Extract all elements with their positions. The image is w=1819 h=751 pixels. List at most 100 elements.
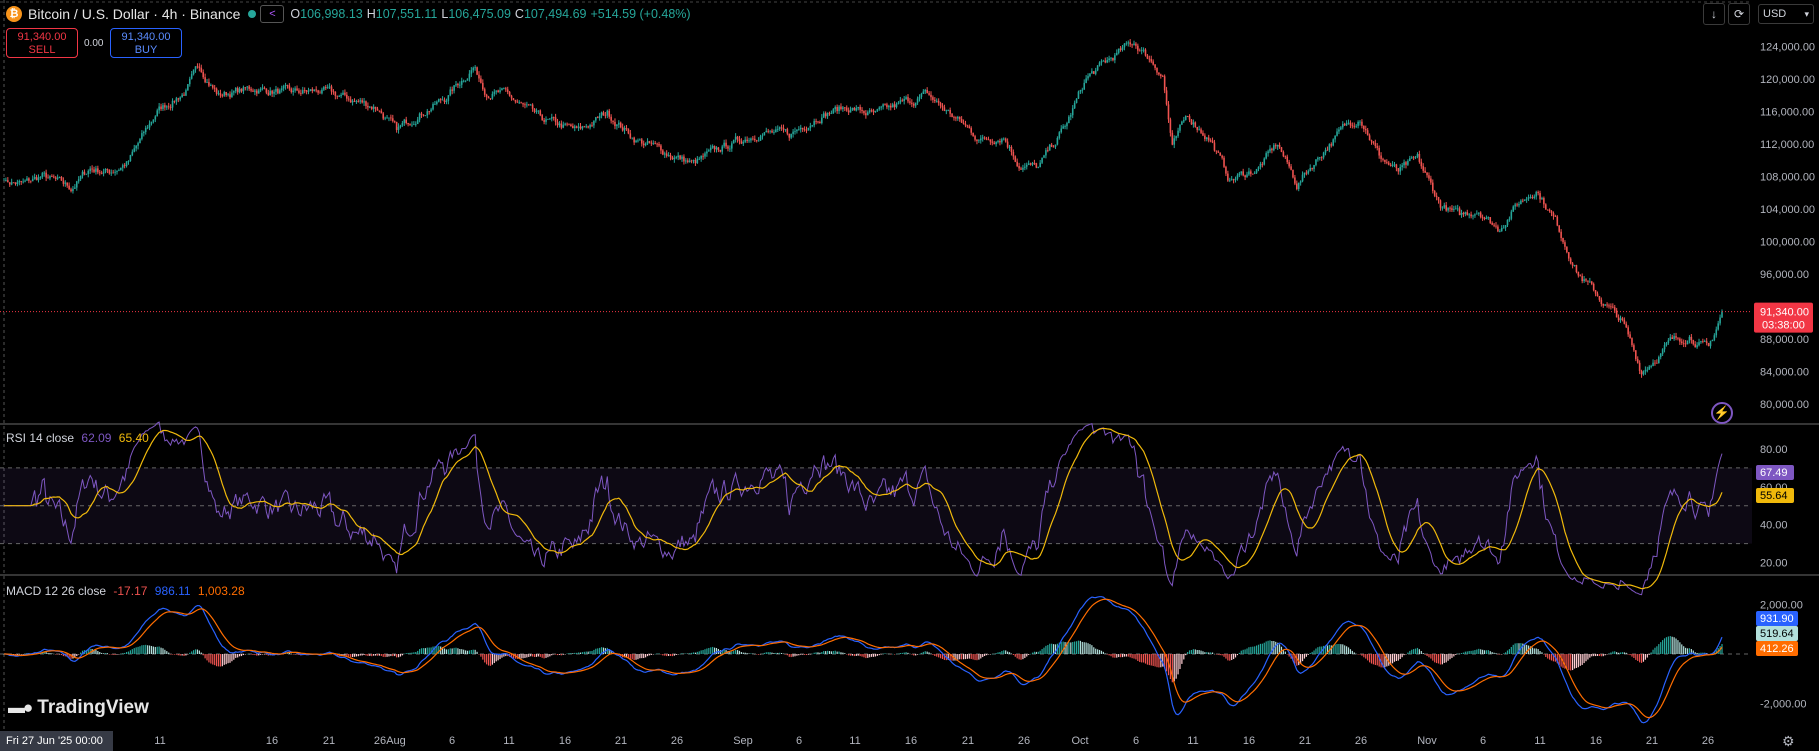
macd-hist-bar [903,652,905,654]
candle-body [110,172,113,174]
candle-body [1657,357,1660,364]
macd-hist-bar [1464,651,1466,654]
candle-body [679,155,681,159]
macd-hist-bar [1261,643,1263,654]
macd-hist-bar [1631,654,1633,657]
macd-hist-bar [1022,654,1024,660]
price-tick-label: 88,000.00 [1760,334,1809,346]
candle-body [265,88,268,93]
macd-legend[interactable]: MACD 12 26 close -17.17 986.11 1,003.28 [6,584,245,598]
macd-hist-bar [909,653,911,655]
macd-hist-bar [1368,654,1371,663]
macd-hist-bar [796,654,798,656]
macd-hist-bar [1487,650,1489,654]
macd-hist-value: -17.17 [113,584,148,598]
candle-body [1317,157,1319,160]
tradingview-logo[interactable]: ▬● TradingView [8,697,149,718]
candle-body [1548,209,1551,212]
candle-body [665,153,668,156]
refresh-button[interactable]: ⟳ [1728,3,1750,25]
lightning-icon[interactable]: ⚡ [1711,402,1733,424]
download-button[interactable]: ↓ [1703,3,1725,25]
macd-hist-bar [1246,648,1248,654]
macd-hist-bar [263,654,266,655]
candle-body [1598,296,1601,300]
macd-hist-bar [438,646,440,654]
macd-hist-bar [1294,654,1296,664]
macd-hist-bar [24,653,26,655]
macd-hist-bar [357,654,359,657]
candle-body [1493,224,1495,226]
candle-body [1445,205,1448,211]
candle-body [384,117,386,119]
candle-body [497,90,499,93]
candle-body [1171,132,1174,145]
macd-hist-bar [704,649,706,654]
candle-body [964,123,967,126]
candle-body [58,176,61,178]
macd-hist-bar [1407,652,1409,654]
candle-body [1564,242,1566,247]
candle-body [1449,207,1451,209]
currency-select[interactable]: USD ▾ [1758,4,1814,24]
candle-body [824,113,827,117]
candle-body [845,107,848,111]
candle-body [388,117,390,119]
macd-hist-bar [631,654,633,660]
macd-hist-bar [1650,652,1652,654]
candle-body [1280,147,1283,153]
macd-hist-bar [1085,642,1087,654]
candle-body [761,135,764,137]
candle-body [131,151,134,156]
rsi-title: RSI 14 close [6,431,75,445]
macd-hist-bar [371,654,373,657]
candle-body [1251,173,1254,175]
macd-hist-bar [434,646,436,654]
symbol-title[interactable]: Bitcoin / U.S. Dollar · 4h · Binance [28,6,241,22]
macd-hist-bar [1560,654,1562,667]
gear-icon[interactable]: ⚙ [1782,733,1795,749]
candle-body [1315,159,1317,165]
candle-body [351,100,354,103]
rsi-legend[interactable]: RSI 14 close 62.09 65.40 [6,431,149,445]
candle-body [252,90,254,92]
candle-body [1443,205,1446,208]
candle-body [453,85,455,91]
share-icon[interactable]: < [260,5,285,23]
buy-button[interactable]: 91,340.00 BUY [110,28,182,58]
macd-hist-bar [1629,654,1631,656]
candle-body [556,122,559,126]
macd-hist-bar [541,654,543,658]
macd-hist-bar [219,654,222,667]
macd-hist-bar [888,653,890,655]
macd-hist-bar [1133,654,1135,659]
rsi-last-badge [1756,465,1794,480]
candle-body [943,107,946,111]
candle-body [1343,124,1346,126]
macd-hist-bar [591,650,593,654]
macd-hist-bar [1673,637,1675,654]
candle-body [1161,75,1164,77]
sell-button[interactable]: 91,340.00 SELL [6,28,78,58]
macd-hist-bar [1144,654,1147,664]
candle-body [683,156,685,162]
macd-hist-bar [373,654,375,656]
rsi-line [4,421,1723,596]
candle-body [1405,162,1407,165]
candle-body [855,108,858,111]
candle-body [999,141,1001,143]
macd-hist-bar [966,654,968,659]
macd-hist-bar [248,653,250,655]
candle-body [1648,366,1651,370]
candle-body [418,113,421,120]
macd-hist-bar [669,654,672,656]
candle-body [108,169,111,174]
candle-body [1439,200,1442,208]
macd-hist-bar [388,654,390,657]
macd-hist-bar [771,652,773,654]
candle-body [121,165,124,168]
candle-body [227,94,229,96]
candle-body [1158,72,1160,75]
candle-body [1274,145,1277,147]
